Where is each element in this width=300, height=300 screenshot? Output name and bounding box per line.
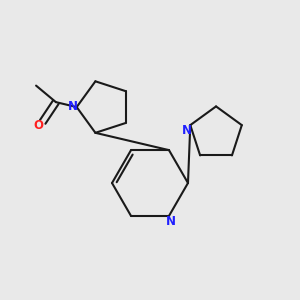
Text: N: N (166, 215, 176, 228)
Text: N: N (68, 100, 77, 112)
Text: O: O (34, 119, 44, 132)
Text: N: N (182, 124, 192, 136)
